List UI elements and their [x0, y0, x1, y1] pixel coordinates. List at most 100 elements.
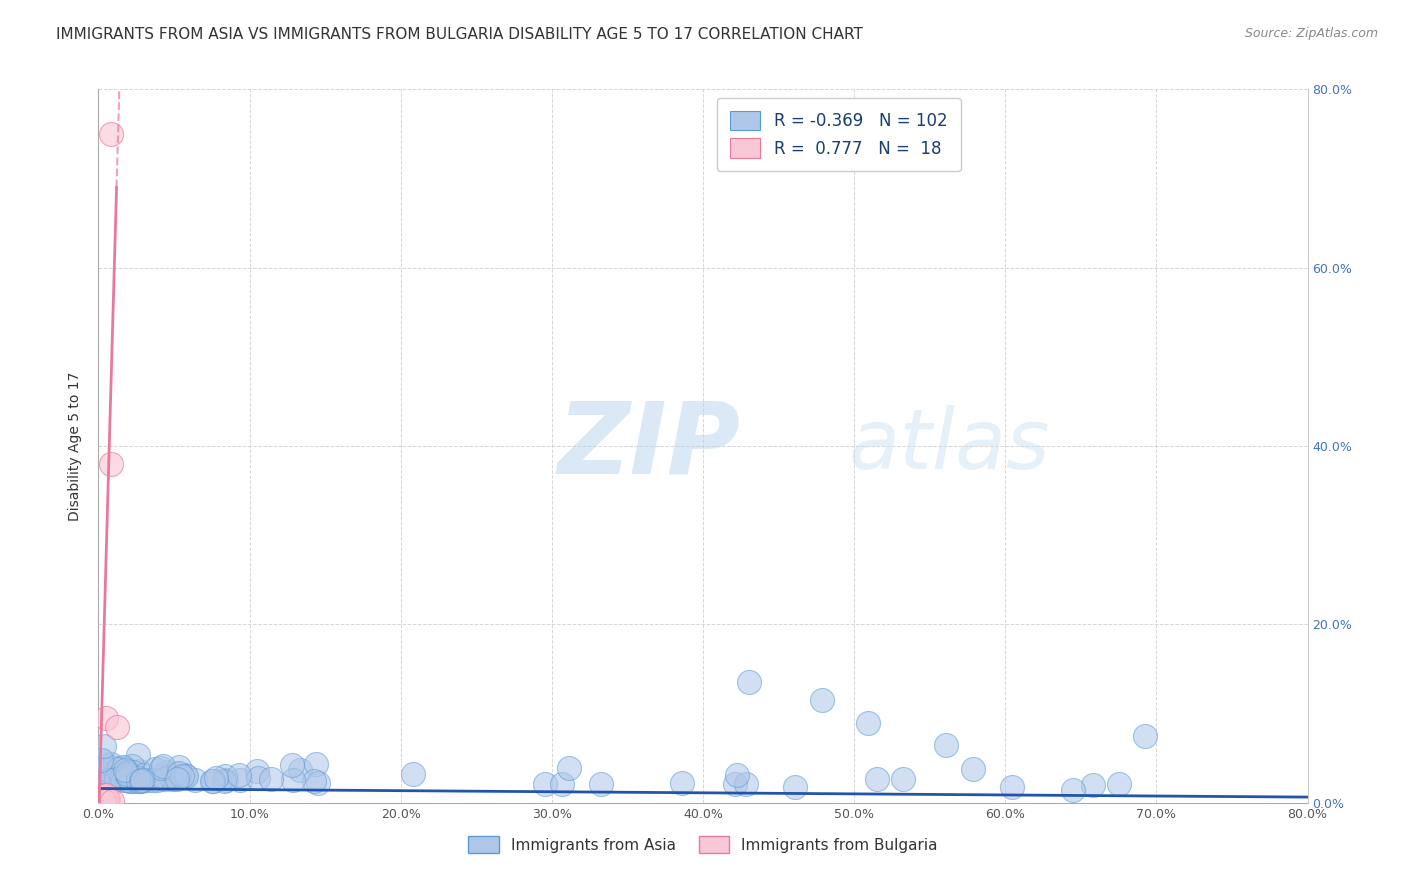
Point — [104, 772, 127, 787]
Point — [141, 772, 163, 787]
Point — [91, 753, 114, 767]
Text: ZIP: ZIP — [558, 398, 741, 494]
Point — [811, 693, 834, 707]
Point — [866, 772, 889, 786]
Point — [105, 772, 128, 787]
Point — [152, 759, 174, 773]
Point — [228, 768, 250, 782]
Point — [94, 794, 117, 808]
Point — [127, 747, 149, 762]
Point — [111, 773, 134, 788]
Point — [136, 772, 159, 787]
Point — [148, 768, 170, 782]
Point — [247, 771, 270, 785]
Point — [124, 773, 146, 788]
Point — [735, 777, 758, 791]
Point — [212, 773, 235, 788]
Point — [112, 761, 135, 775]
Point — [281, 773, 304, 788]
Point — [100, 127, 122, 141]
Point — [173, 768, 195, 782]
Point — [307, 775, 329, 789]
Point — [150, 762, 173, 776]
Point — [737, 675, 759, 690]
Point — [724, 777, 747, 791]
Point — [117, 770, 139, 784]
Point — [115, 767, 138, 781]
Point — [1062, 783, 1084, 797]
Point — [114, 764, 136, 778]
Point — [90, 767, 112, 781]
Point — [1001, 780, 1024, 794]
Point — [146, 772, 169, 787]
Point — [101, 760, 124, 774]
Point — [91, 762, 114, 776]
Point — [89, 790, 111, 805]
Point — [128, 764, 150, 778]
Point — [110, 772, 132, 786]
Point — [100, 766, 122, 780]
Point — [94, 711, 117, 725]
Text: Source: ZipAtlas.com: Source: ZipAtlas.com — [1244, 27, 1378, 40]
Point — [533, 777, 555, 791]
Point — [229, 773, 252, 788]
Point — [93, 739, 115, 753]
Point — [127, 773, 149, 788]
Point — [112, 770, 135, 784]
Text: IMMIGRANTS FROM ASIA VS IMMIGRANTS FROM BULGARIA DISABILITY AGE 5 TO 17 CORRELAT: IMMIGRANTS FROM ASIA VS IMMIGRANTS FROM … — [56, 27, 863, 42]
Point — [91, 792, 114, 806]
Point — [259, 772, 281, 786]
Point — [143, 762, 166, 776]
Point — [725, 768, 748, 782]
Point — [290, 764, 312, 778]
Point — [91, 788, 114, 802]
Point — [94, 789, 117, 803]
Legend: Immigrants from Asia, Immigrants from Bulgaria: Immigrants from Asia, Immigrants from Bu… — [463, 830, 943, 859]
Point — [167, 760, 190, 774]
Point — [89, 793, 111, 807]
Point — [117, 765, 139, 780]
Point — [90, 792, 112, 806]
Point — [200, 774, 222, 789]
Point — [214, 769, 236, 783]
Point — [122, 772, 145, 787]
Point — [124, 773, 146, 788]
Point — [783, 780, 806, 794]
Point — [183, 773, 205, 788]
Point — [205, 771, 228, 785]
Point — [214, 772, 236, 787]
Point — [159, 769, 181, 783]
Point — [94, 762, 117, 776]
Point — [97, 792, 120, 806]
Point — [202, 773, 225, 788]
Point — [174, 769, 197, 783]
Point — [120, 773, 142, 788]
Point — [127, 771, 149, 785]
Point — [115, 773, 138, 788]
Point — [856, 715, 879, 730]
Y-axis label: Disability Age 5 to 17: Disability Age 5 to 17 — [69, 371, 83, 521]
Point — [93, 789, 115, 803]
Point — [129, 773, 152, 788]
Point — [131, 772, 153, 787]
Point — [118, 767, 141, 781]
Point — [246, 764, 269, 779]
Point — [91, 770, 114, 784]
Point — [155, 764, 177, 779]
Point — [155, 771, 177, 785]
Point — [1135, 729, 1157, 743]
Point — [129, 773, 152, 788]
Text: atlas: atlas — [848, 406, 1050, 486]
Point — [111, 760, 134, 774]
Point — [558, 761, 581, 775]
Point — [671, 776, 693, 790]
Point — [302, 773, 325, 788]
Point — [105, 720, 128, 734]
Point — [935, 738, 957, 752]
Point — [280, 758, 302, 772]
Point — [121, 764, 143, 779]
Point — [167, 770, 190, 784]
Point — [121, 759, 143, 773]
Point — [166, 772, 188, 786]
Point — [90, 753, 112, 767]
